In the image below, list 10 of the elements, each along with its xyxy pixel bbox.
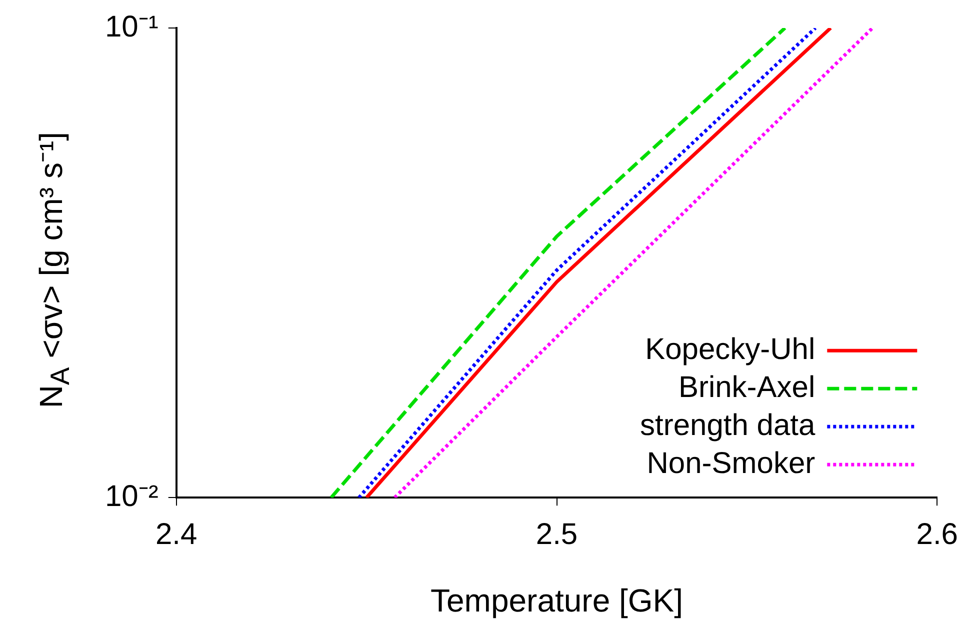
legend-label: strength data <box>640 408 816 442</box>
x-tick-label: 2.4 <box>156 518 198 551</box>
legend-label: Kopecky-Uhl <box>645 332 816 366</box>
legend-label: Brink-Axel <box>678 370 816 404</box>
legend-label: Non-Smoker <box>646 446 816 480</box>
y-tick-label: 10⁻² <box>105 480 158 513</box>
x-tick-label: 2.6 <box>916 518 958 551</box>
y-tick-label: 10⁻¹ <box>105 10 158 44</box>
x-tick-label: 2.5 <box>536 518 578 551</box>
x-axis-title: Temperature [GK] <box>430 582 684 619</box>
